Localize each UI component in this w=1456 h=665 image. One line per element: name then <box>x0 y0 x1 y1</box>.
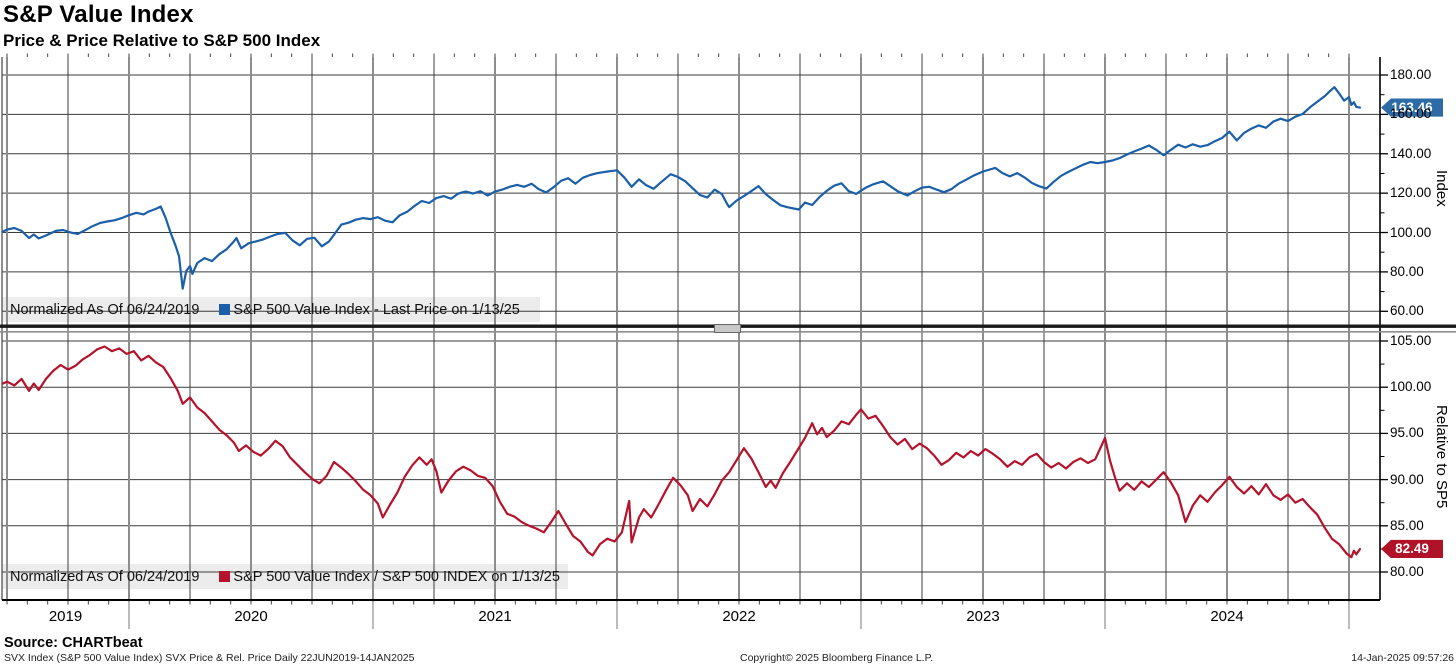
y-tick-label: 100.00 <box>1390 379 1432 395</box>
x-axis-year-label: 2022 <box>722 608 756 625</box>
y-tick-label: 85.00 <box>1390 517 1424 533</box>
y-tick-label: 140.00 <box>1390 145 1432 161</box>
timestamp-text: 14-Jan-2025 09:57:26 <box>1351 652 1454 664</box>
x-axis-year-label: 2019 <box>48 608 83 625</box>
y-tick-label: 80.00 <box>1390 263 1424 279</box>
y-tick-label: 95.00 <box>1390 425 1424 441</box>
last-price-badge-relative: 82.49 <box>1381 539 1443 559</box>
page-title: S&P Value Index <box>3 1 194 28</box>
y-tick-label: 80.00 <box>1390 564 1424 579</box>
y-tick-label: 60.00 <box>1390 303 1424 319</box>
y-tick-label: 105.00 <box>1390 333 1432 348</box>
x-axis-year-label: 2021 <box>478 608 512 625</box>
legend-normalized-note: Normalized As Of 06/24/2019 <box>10 301 200 318</box>
y-tick-label: 100.00 <box>1390 224 1432 240</box>
page-subtitle: Price & Price Relative to S&P 500 Index <box>3 31 321 50</box>
legend-series-label: S&P 500 Value Index / S&P 500 INDEX on 1… <box>233 568 560 585</box>
x-axis-year-label: 2020 <box>234 608 268 625</box>
x-axis-year-label: 2024 <box>1210 608 1244 625</box>
chart-description-text: SVX Index (S&P 500 Value Index) SVX Pric… <box>4 652 415 664</box>
legend-top-panel: Normalized As Of 06/24/2019 S&P 500 Valu… <box>2 297 548 322</box>
y-axis-title-relative: Relative to SP5 <box>1433 405 1450 509</box>
y-tick-label: 90.00 <box>1390 471 1424 487</box>
y-axis-title-index: Index <box>1433 170 1450 207</box>
red-series-swatch-icon <box>219 571 231 582</box>
panel-divider-handle[interactable] <box>714 324 741 333</box>
blue-series-swatch-icon <box>219 304 231 315</box>
legend-series-label: S&P 500 Value Index - Last Price on 1/13… <box>233 301 520 318</box>
y-tick-label: 180.00 <box>1390 67 1432 82</box>
legend-bottom-panel: Normalized As Of 06/24/2019 S&P 500 Valu… <box>2 564 576 589</box>
legend-normalized-note: Normalized As Of 06/24/2019 <box>10 568 200 585</box>
copyright-text: Copyright© 2025 Bloomberg Finance L.P. <box>740 652 934 664</box>
last-price-badge-index: 163.46 <box>1381 98 1443 117</box>
y-tick-label: 160.00 <box>1390 106 1432 122</box>
y-tick-label: 120.00 <box>1390 185 1432 201</box>
source-label: Source: CHARTbeat <box>4 635 143 651</box>
x-axis-year-label: 2023 <box>966 608 1000 625</box>
